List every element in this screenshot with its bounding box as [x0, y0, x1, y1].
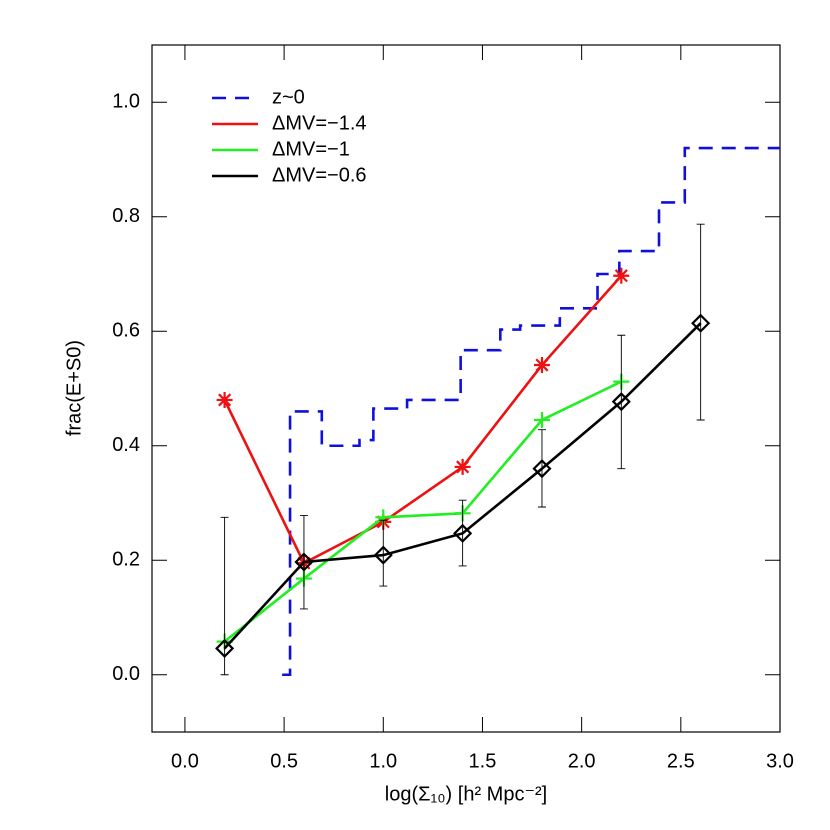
- marker: [611, 392, 631, 412]
- x-tick-label: 3.0: [766, 750, 794, 772]
- marker: [691, 313, 711, 333]
- x-tick-label: 2.5: [667, 750, 695, 772]
- x-tick-label: 1.0: [369, 750, 397, 772]
- series-line: [223, 274, 623, 565]
- legend-label: z~0: [272, 86, 305, 108]
- marker: [294, 552, 314, 572]
- y-axis-label: frac(E+S0): [63, 340, 85, 436]
- error-bar: [379, 519, 388, 587]
- plot-frame: [151, 44, 781, 733]
- legend-label: ΔMV=−0.6: [272, 164, 367, 186]
- y-tick-label: 0.0: [112, 663, 140, 685]
- x-tick-label: 0.0: [171, 750, 199, 772]
- marker: [373, 545, 393, 565]
- y-tick-label: 0.8: [112, 205, 140, 227]
- y-tick-label: 1.0: [112, 91, 140, 113]
- error-bar: [220, 516, 229, 676]
- marker: [454, 458, 471, 475]
- x-tick-label: 1.5: [469, 750, 497, 772]
- y-tick-label: 0.6: [112, 320, 140, 342]
- x-axis-label: log(Σ₁₀) [h² Mpc⁻²]: [385, 783, 547, 805]
- marker: [453, 523, 473, 543]
- marker: [215, 638, 235, 658]
- x-tick-label: 0.5: [270, 750, 298, 772]
- series-line: [223, 322, 702, 650]
- series-line: [223, 380, 622, 643]
- marker: [532, 459, 552, 479]
- x-tick-label: 2.0: [568, 750, 596, 772]
- y-tick-label: 0.4: [112, 434, 140, 456]
- marker: [533, 357, 550, 374]
- marker: [533, 411, 550, 428]
- legend-label: ΔMV=−1: [272, 138, 350, 160]
- y-tick-label: 0.2: [112, 549, 140, 571]
- marker: [613, 267, 630, 284]
- step-line: [282, 146, 780, 677]
- marker: [216, 391, 233, 408]
- error-bar: [696, 223, 705, 421]
- legend-label: ΔMV=−1.4: [272, 112, 367, 134]
